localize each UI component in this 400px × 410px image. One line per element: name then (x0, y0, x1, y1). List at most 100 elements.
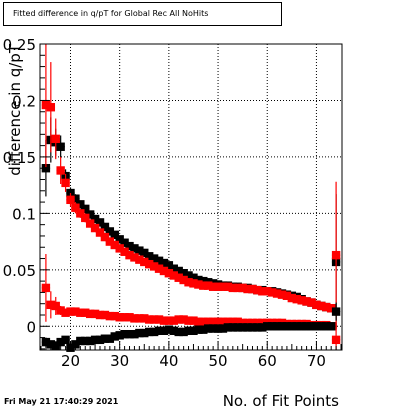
data-point (194, 325, 203, 334)
data-point (243, 318, 252, 328)
data-point (159, 316, 169, 325)
data-point (331, 335, 341, 345)
data-point (179, 315, 188, 324)
data-point (174, 327, 183, 337)
data-point (135, 314, 144, 323)
data-point (56, 142, 65, 151)
data-point (199, 317, 208, 326)
data-point (238, 323, 247, 332)
data-point (41, 337, 51, 347)
data-point (140, 257, 149, 267)
data-point (218, 317, 228, 326)
data-point (164, 316, 174, 325)
x-tick-label: 30 (110, 352, 129, 370)
data-point (317, 301, 326, 311)
data-point (223, 323, 233, 332)
data-point (105, 334, 115, 343)
data-point (287, 322, 297, 331)
series-3 (41, 302, 341, 352)
data-point (228, 323, 238, 332)
y-tick-label: 0.05 (3, 262, 36, 280)
data-point (228, 317, 238, 326)
data-point (81, 204, 90, 214)
x-tick-label: 40 (159, 352, 178, 370)
data-point (125, 241, 134, 251)
data-point (120, 313, 129, 322)
data-point (76, 336, 85, 346)
data-point (61, 308, 70, 317)
data-point (253, 285, 262, 295)
data-point (144, 252, 154, 261)
data-point (51, 301, 60, 311)
data-point (263, 287, 272, 296)
data-point (90, 223, 100, 233)
y-tick-label: 0 (26, 318, 36, 336)
data-point (100, 310, 110, 320)
data-point (56, 306, 65, 315)
data-point (208, 317, 218, 326)
data-point (154, 264, 164, 273)
data-point (90, 309, 100, 319)
data-point (248, 284, 257, 294)
data-point (46, 340, 56, 349)
data-point (144, 327, 154, 337)
data-point (238, 283, 247, 293)
data-point (71, 203, 80, 212)
data-point (326, 322, 336, 331)
data-point (194, 317, 203, 326)
data-point (46, 300, 56, 310)
data-point (130, 253, 139, 262)
data-point (135, 255, 144, 264)
x-tick-label: 60 (258, 352, 277, 370)
data-point (194, 280, 203, 289)
data-point (95, 228, 105, 237)
data-point (253, 323, 262, 332)
data-point (233, 317, 242, 326)
data-point (100, 222, 110, 232)
data-point (297, 322, 306, 331)
data-point (204, 317, 213, 326)
data-point (272, 289, 282, 298)
data-point (223, 317, 233, 326)
data-point (125, 329, 134, 339)
data-point (302, 297, 311, 306)
data-point (135, 246, 144, 255)
data-point (41, 283, 51, 293)
data-point (238, 318, 247, 328)
data-point (154, 315, 164, 324)
data-point (307, 322, 316, 331)
data-point (140, 328, 149, 338)
data-point (248, 318, 257, 328)
data-point (76, 209, 85, 218)
axis-ticks (40, 43, 342, 350)
data-point (307, 298, 316, 307)
data-point (179, 269, 188, 278)
data-point (179, 275, 188, 285)
data-point (258, 323, 267, 332)
data-point (130, 329, 139, 339)
data-point (144, 315, 154, 324)
y-tick-label: 0.1 (12, 205, 36, 223)
data-point (189, 279, 198, 288)
data-point (115, 313, 124, 322)
data-point (322, 322, 331, 331)
data-point (125, 250, 134, 260)
data-point (164, 269, 174, 278)
data-point (184, 271, 193, 280)
data-point (253, 318, 262, 328)
data-point (85, 336, 95, 346)
data-point (85, 309, 95, 319)
data-point (41, 100, 51, 110)
date-stamp: Fri May 21 17:40:29 2021 (4, 397, 119, 406)
data-point (204, 281, 213, 290)
data-point (213, 282, 223, 291)
data-point (120, 329, 129, 339)
data-point (61, 178, 70, 188)
data-point (95, 310, 105, 320)
data-point (115, 235, 124, 244)
data-point (174, 273, 183, 282)
data-point (297, 296, 306, 305)
data-point (228, 283, 238, 293)
data-point (243, 284, 252, 294)
data-point (110, 230, 119, 240)
